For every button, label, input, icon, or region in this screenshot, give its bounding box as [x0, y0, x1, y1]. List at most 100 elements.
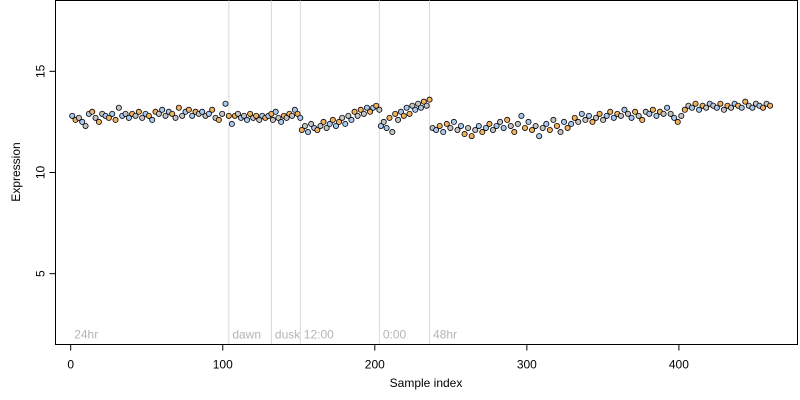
data-point: [653, 112, 660, 119]
data-point: [461, 131, 468, 138]
data-point: [241, 112, 248, 119]
data-point: [417, 104, 424, 111]
data-point: [536, 133, 543, 140]
data-point: [373, 102, 380, 109]
data-point: [475, 122, 482, 129]
data-point: [225, 112, 232, 119]
data-point: [278, 118, 285, 125]
data-point: [585, 112, 592, 119]
data-point: [389, 129, 396, 136]
data-point: [380, 118, 387, 125]
data-point: [610, 114, 617, 121]
data-point: [415, 100, 422, 107]
data-point: [125, 114, 132, 121]
data-point: [543, 120, 550, 127]
separator-label: 48hr: [433, 328, 457, 342]
data-point: [272, 108, 279, 115]
data-point: [112, 116, 119, 123]
data-point: [189, 112, 196, 119]
data-point: [454, 127, 461, 134]
data-point: [412, 106, 419, 113]
data-point: [486, 120, 493, 127]
data-point: [105, 114, 112, 121]
data-point: [179, 112, 186, 119]
data-point: [122, 110, 129, 117]
x-tick-label: 100: [213, 358, 233, 372]
data-point: [514, 120, 521, 127]
data-point: [625, 110, 632, 117]
data-point: [162, 112, 169, 119]
data-point: [135, 108, 142, 115]
data-point: [635, 112, 642, 119]
data-point: [275, 114, 282, 121]
data-point: [742, 98, 749, 105]
x-tick-label: 400: [669, 358, 689, 372]
data-point: [228, 120, 235, 127]
data-point: [247, 110, 254, 117]
data-point: [511, 129, 518, 136]
data-point: [497, 118, 504, 125]
data-point: [646, 110, 653, 117]
data-point: [600, 116, 607, 123]
data-point: [550, 116, 557, 123]
data-point: [632, 108, 639, 115]
data-point: [298, 127, 305, 134]
data-point: [244, 116, 251, 123]
data-point: [674, 118, 681, 125]
data-point: [392, 110, 399, 117]
data-points: [69, 96, 774, 140]
data-point: [738, 104, 745, 111]
data-point: [529, 127, 536, 134]
data-point: [423, 102, 430, 109]
data-point: [320, 118, 327, 125]
data-point: [489, 127, 496, 134]
data-point: [436, 122, 443, 129]
data-point: [507, 122, 514, 129]
data-point: [713, 104, 720, 111]
data-point: [291, 106, 298, 113]
data-point: [518, 112, 525, 119]
y-axis-label: Expression: [9, 142, 23, 201]
data-point: [532, 122, 539, 129]
x-axis: 0 100 200 300 400: [67, 344, 689, 372]
data-point: [649, 106, 656, 113]
data-point: [109, 110, 116, 117]
data-point: [155, 110, 162, 117]
data-point: [185, 106, 192, 113]
data-point: [571, 114, 578, 121]
data-point: [400, 112, 407, 119]
data-point: [367, 108, 374, 115]
data-point: [219, 110, 226, 117]
x-tick-label: 0: [67, 358, 74, 372]
data-point: [760, 104, 767, 111]
data-point: [403, 104, 410, 111]
data-point: [376, 106, 383, 113]
data-point: [209, 106, 216, 113]
data-point: [339, 114, 346, 121]
data-point: [397, 108, 404, 115]
data-point: [92, 114, 99, 121]
data-point: [283, 114, 290, 121]
data-point: [667, 110, 674, 117]
data-point: [717, 100, 724, 107]
data-point: [69, 112, 76, 119]
data-point: [443, 120, 450, 127]
data-point: [749, 104, 756, 111]
data-point: [289, 112, 296, 119]
data-point: [269, 116, 276, 123]
data-point: [696, 106, 703, 113]
data-point: [681, 106, 688, 113]
data-point: [546, 127, 553, 134]
data-point: [493, 122, 500, 129]
data-point: [660, 110, 667, 117]
data-point: [314, 127, 321, 134]
data-point: [621, 106, 628, 113]
data-point: [354, 112, 361, 119]
data-point: [95, 118, 102, 125]
separator-group: 24hr dawn dusk 12:00 0:00 48hr: [74, 0, 457, 345]
data-point: [521, 124, 528, 131]
data-point: [205, 110, 212, 117]
data-point: [728, 104, 735, 111]
data-point: [317, 122, 324, 129]
data-point: [386, 114, 393, 121]
